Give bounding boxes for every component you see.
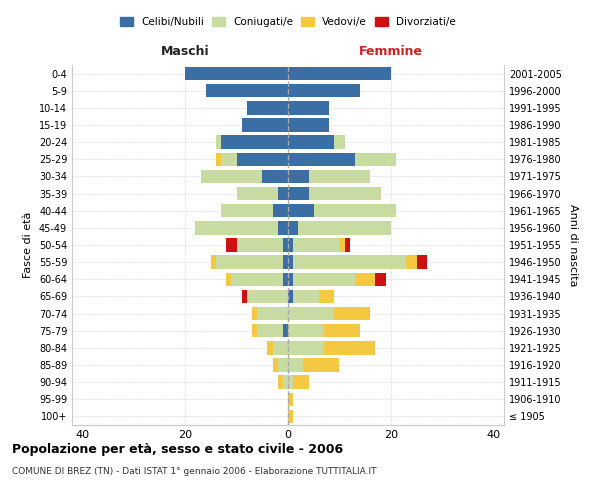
Bar [272, 204, 288, 218]
Bar [288, 376, 293, 389]
Bar [288, 307, 334, 320]
Bar [257, 307, 288, 320]
Bar [288, 221, 298, 234]
Y-axis label: Fasce di età: Fasce di età [23, 212, 33, 278]
Bar [288, 392, 293, 406]
Legend: Celibi/Nubili, Coniugati/e, Vedovi/e, Divorziati/e: Celibi/Nubili, Coniugati/e, Vedovi/e, Di… [116, 12, 460, 31]
Bar [226, 272, 232, 286]
Bar [216, 256, 283, 269]
Bar [236, 152, 288, 166]
Bar [257, 324, 283, 338]
Bar [236, 187, 278, 200]
Bar [319, 290, 334, 303]
Bar [185, 67, 288, 80]
Bar [283, 238, 288, 252]
Bar [232, 272, 283, 286]
Bar [304, 358, 340, 372]
Y-axis label: Anni di nascita: Anni di nascita [568, 204, 578, 286]
Bar [216, 152, 221, 166]
Bar [293, 290, 319, 303]
Bar [221, 136, 288, 149]
Bar [416, 256, 427, 269]
Bar [252, 324, 257, 338]
Bar [278, 358, 288, 372]
Bar [278, 376, 283, 389]
Bar [247, 101, 288, 114]
Bar [211, 256, 216, 269]
Bar [334, 136, 344, 149]
Bar [288, 187, 308, 200]
Bar [278, 187, 288, 200]
Bar [355, 152, 396, 166]
Bar [308, 187, 380, 200]
Bar [308, 170, 370, 183]
Bar [355, 272, 376, 286]
Bar [283, 272, 288, 286]
Bar [288, 341, 324, 354]
Bar [283, 376, 288, 389]
Bar [288, 101, 329, 114]
Bar [344, 238, 350, 252]
Text: Popolazione per età, sesso e stato civile - 2006: Popolazione per età, sesso e stato civil… [12, 442, 343, 456]
Bar [278, 221, 288, 234]
Bar [288, 136, 334, 149]
Bar [288, 84, 360, 98]
Bar [340, 238, 344, 252]
Bar [288, 118, 329, 132]
Bar [293, 256, 406, 269]
Bar [288, 238, 293, 252]
Bar [242, 118, 288, 132]
Bar [226, 238, 236, 252]
Bar [334, 307, 370, 320]
Bar [324, 341, 376, 354]
Bar [298, 221, 391, 234]
Bar [293, 376, 308, 389]
Bar [252, 307, 257, 320]
Bar [196, 221, 278, 234]
Text: Femmine: Femmine [359, 45, 423, 58]
Bar [268, 341, 272, 354]
Bar [288, 170, 308, 183]
Bar [221, 204, 272, 218]
Bar [221, 152, 236, 166]
Bar [242, 290, 247, 303]
Bar [206, 84, 288, 98]
Bar [262, 170, 288, 183]
Bar [376, 272, 386, 286]
Bar [288, 67, 391, 80]
Bar [293, 272, 355, 286]
Bar [288, 324, 324, 338]
Bar [288, 272, 293, 286]
Text: COMUNE DI BREZ (TN) - Dati ISTAT 1° gennaio 2006 - Elaborazione TUTTITALIA.IT: COMUNE DI BREZ (TN) - Dati ISTAT 1° genn… [12, 468, 377, 476]
Bar [283, 256, 288, 269]
Bar [288, 358, 304, 372]
Bar [314, 204, 396, 218]
Bar [272, 341, 288, 354]
Bar [288, 410, 293, 423]
Bar [324, 324, 360, 338]
Bar [216, 136, 221, 149]
Bar [272, 358, 278, 372]
Bar [247, 290, 288, 303]
Bar [200, 170, 262, 183]
Bar [288, 256, 293, 269]
Bar [288, 204, 314, 218]
Bar [406, 256, 416, 269]
Bar [283, 324, 288, 338]
Bar [288, 290, 293, 303]
Text: Maschi: Maschi [161, 45, 209, 58]
Bar [236, 238, 283, 252]
Bar [288, 152, 355, 166]
Bar [293, 238, 340, 252]
